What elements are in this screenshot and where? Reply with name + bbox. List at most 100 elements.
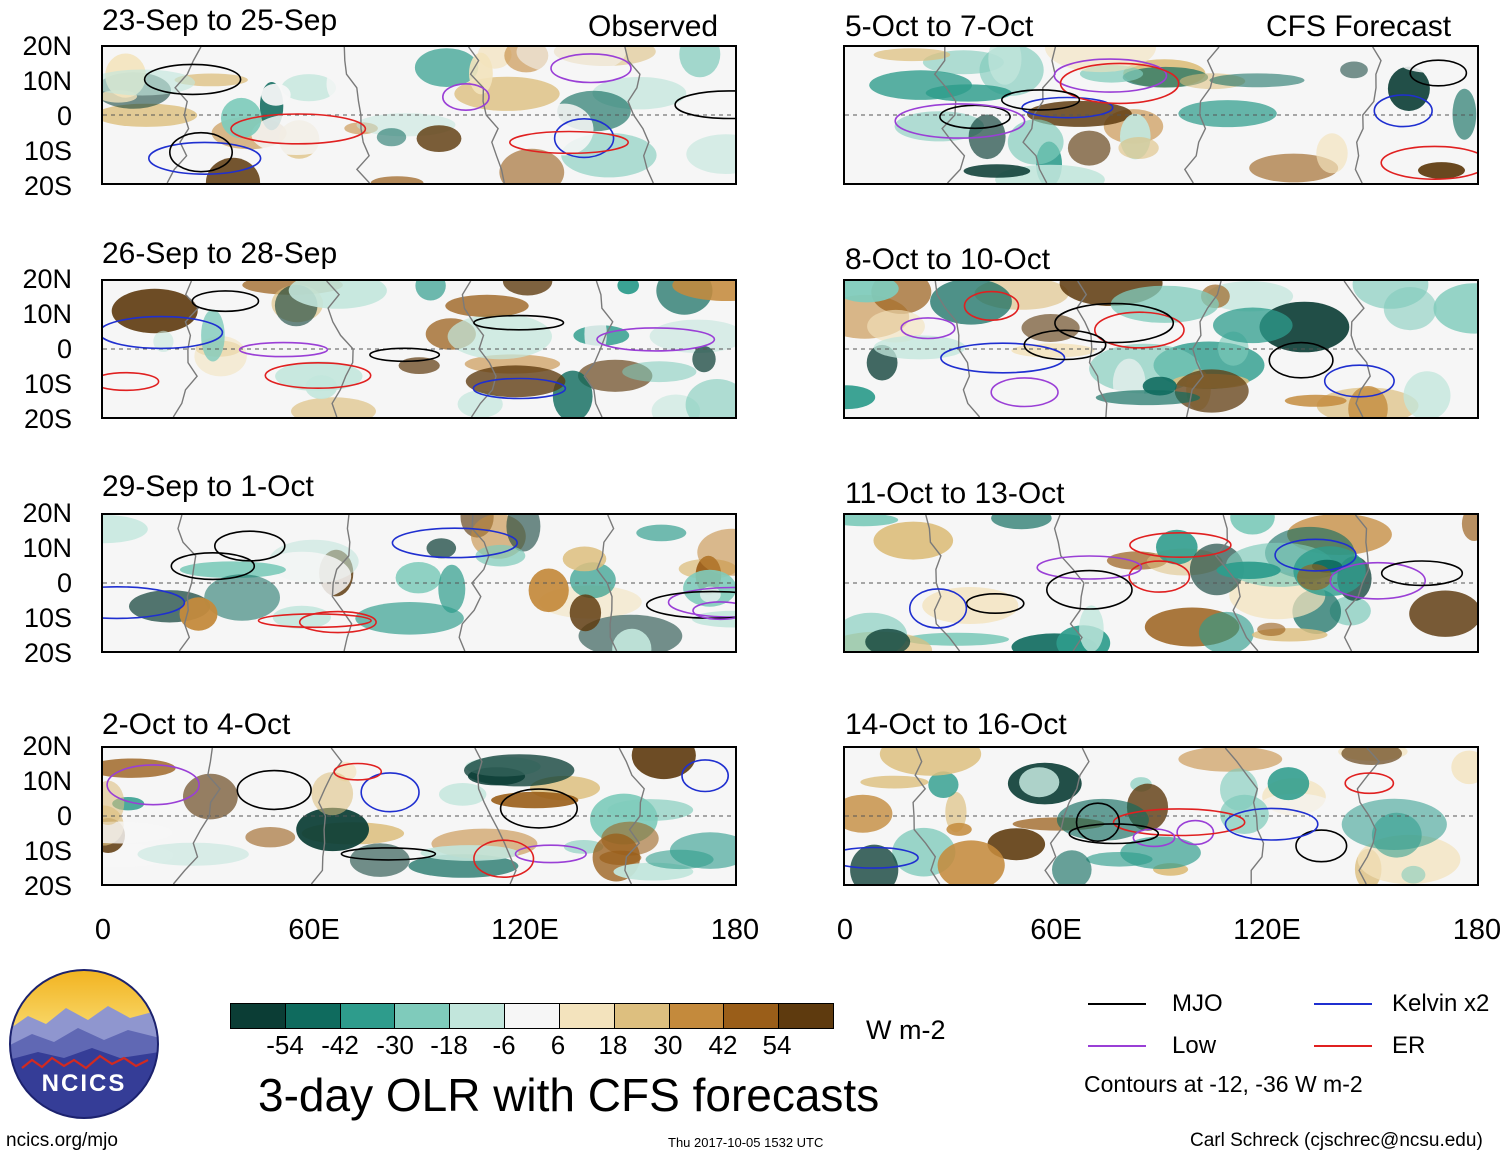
wave-contour [1295,829,1348,863]
coastline [461,281,497,417]
olr-anomaly-patch [426,538,457,559]
olr-anomaly-patch [1387,66,1430,111]
wave-contour [1344,772,1395,795]
lat-label: 20S [23,638,72,668]
wave-contour [514,844,587,864]
wave-contour [147,141,262,176]
olr-anomaly-patch [439,783,487,806]
olr-anomaly-patch [1206,281,1294,312]
lon-label-left: 180 [710,914,760,946]
olr-anomaly-patch [311,772,354,816]
olr-anomaly-patch [1174,369,1249,413]
wave-contour [963,290,1020,321]
olr-anomaly-patch [103,103,198,127]
ncics-logo-graphic [9,969,159,1119]
olr-anomaly-patch [415,281,446,301]
olr-anomaly-patch [1267,767,1310,801]
olr-anomaly-patch [645,849,714,870]
olr-anomaly-patch [1341,748,1402,765]
wave-contour [900,317,956,340]
olr-anomaly-patch [535,103,594,156]
wave-contour [1054,302,1175,344]
colorbar-tick: -54 [266,1030,304,1060]
lat-label: 10N [22,299,72,329]
wave-contour [143,63,242,96]
wave-contour [681,759,730,793]
olr-anomaly-patch [570,562,616,599]
olr-anomaly-patch [850,844,899,884]
coastline [331,515,353,651]
wave-contour [508,130,629,155]
wave-contour [264,362,372,390]
olr-anomaly-patch [845,385,876,410]
panel-title-right-2: 8-Oct to 10-Oct [845,243,1051,276]
wave-contour [940,342,1066,374]
olr-anomaly-patch [1156,529,1198,565]
colorbar-tick: -18 [430,1030,468,1060]
olr-anomaly-patch [1142,376,1177,396]
olr-anomaly-patch [395,562,442,594]
wave-contour [230,113,367,145]
map-panel-left-1 [101,45,737,185]
wave-contour [550,53,632,84]
olr-anomaly-patch [622,361,697,383]
olr-anomaly-patch [873,521,954,560]
olr-anomaly-patch [1230,515,1275,535]
colorbar-swatch [505,1004,560,1028]
footer-site-link[interactable]: ncics.org/mjo [6,1130,118,1151]
wave-contour [1053,58,1168,93]
panel-title-right-3: 11-Oct to 13-Oct [845,477,1065,510]
lat-label: 10N [22,66,72,96]
wave-contour [257,613,372,629]
olr-anomaly-patch [1261,793,1332,815]
olr-anomaly-patch [697,528,735,576]
colorbar-swatch [285,1004,341,1028]
wave-contour [1380,560,1464,587]
olr-anomaly-patch [612,628,652,651]
legend-label-low: Low [1172,1032,1217,1059]
coastline [1343,515,1370,651]
forecast-header: CFS Forecast [1266,10,1452,43]
olr-anomaly-patch [845,281,899,303]
olr-anomaly-patch [679,47,721,78]
olr-anomaly-patch [1297,564,1332,591]
olr-anomaly-patch [1067,130,1111,166]
wave-contour [596,327,716,352]
coastline [1214,515,1259,651]
olr-anomaly-patch [991,515,1052,530]
wave-contour [1023,329,1107,361]
olr-anomaly-patch [1213,307,1293,344]
olr-anomaly-patch [1329,596,1371,626]
panel-title-right-4: 14-Oct to 16-Oct [845,708,1067,741]
colorbar-swatch [669,1004,725,1028]
colorbar-tick: 18 [598,1030,628,1060]
olr-anomaly-patch [686,134,735,174]
olr-anomaly-patch [937,840,1005,884]
wave-contour [473,314,565,331]
coastline [1044,748,1090,884]
wave-contour [369,347,441,363]
olr-anomaly-patch [987,828,1046,861]
colorbar-tick: -42 [321,1030,359,1060]
olr-anomaly-patch [925,84,1012,102]
olr-anomaly-patch [1371,812,1422,858]
olr-anomaly-patch [153,330,174,352]
colorbar [230,1003,834,1029]
olr-anomaly-patch [491,791,579,809]
lon-label-right: 60E [1030,914,1082,946]
lat-label: 10S [23,369,72,399]
wave-contour [553,118,615,159]
wave-contour [1001,89,1081,111]
map-panel-left-2 [101,279,737,419]
wave-contour [692,601,735,621]
panel-title-left-4: 2-Oct to 4-Oct [102,708,291,741]
olr-anomaly-patch [963,164,1031,178]
wave-contour [1176,819,1215,846]
olr-anomaly-patch [617,281,639,295]
colorbar-tick: 6 [550,1030,566,1060]
panel-title-left-1: 23-Sep to 25-Sep [102,4,338,37]
coastline [624,47,654,183]
wave-contour [845,846,919,869]
olr-anomaly-patch [111,288,198,334]
wave-contour [360,772,420,813]
